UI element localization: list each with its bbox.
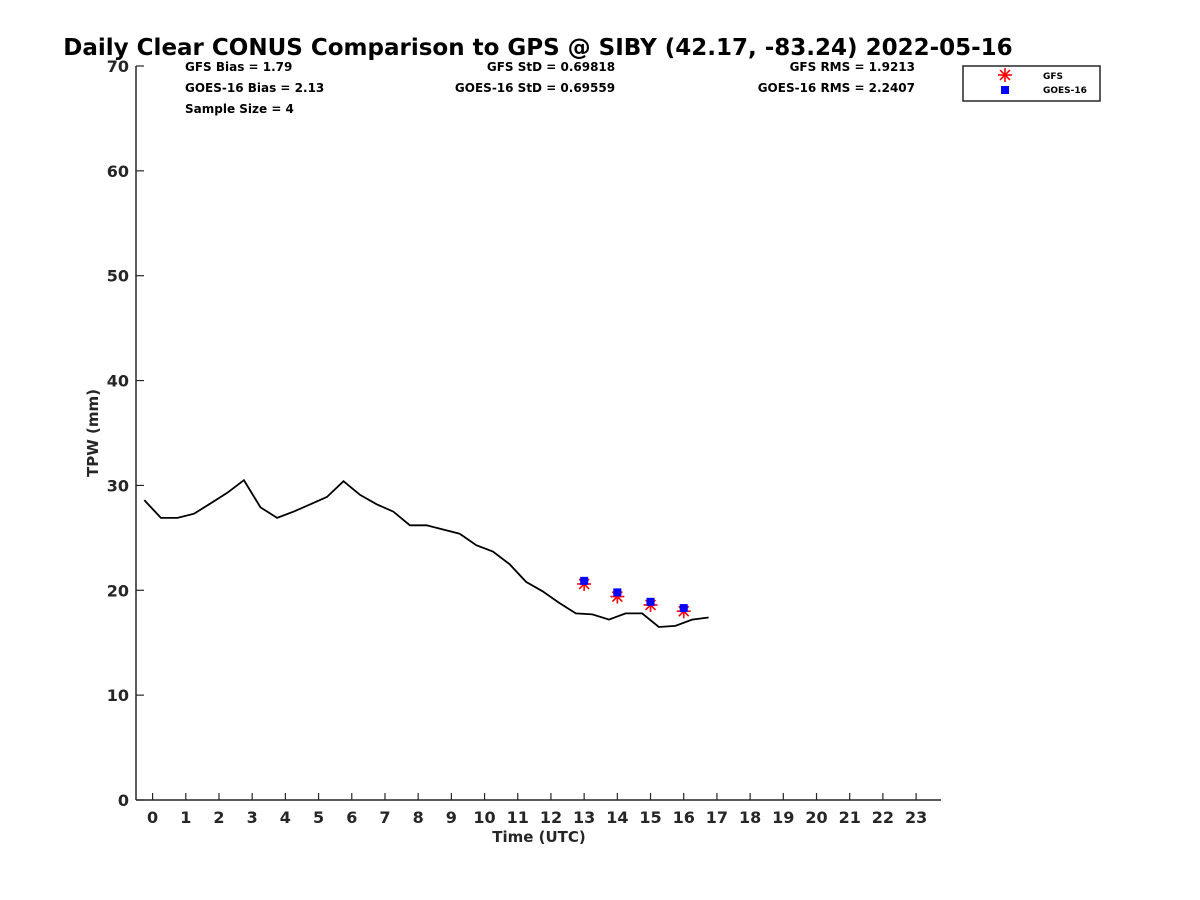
goes-bias-text: GOES-16 Bias = 2.13 xyxy=(185,81,324,95)
x-tick-label: 6 xyxy=(346,808,357,827)
goes-point xyxy=(679,604,688,613)
goes-point xyxy=(580,576,589,585)
y-tick-label: 50 xyxy=(107,267,129,286)
x-tick-label: 14 xyxy=(606,808,628,827)
x-axis-ticks: 0 1 2 3 4 5 6 7 8 9 10 11 12 13 14 15 16 17 18 19 20 21 22 23 xyxy=(147,793,927,827)
goes-rms-text: GOES-16 RMS = 2.2407 xyxy=(758,81,915,95)
y-tick-label: 0 xyxy=(118,791,129,810)
y-axis-ticks: 0 10 20 30 40 50 60 70 xyxy=(107,57,144,810)
y-tick-label: 30 xyxy=(107,476,129,495)
goes-point xyxy=(613,588,622,597)
x-tick-label: 2 xyxy=(213,808,224,827)
legend-gfs-marker xyxy=(998,68,1012,82)
gfs-rms-text: GFS RMS = 1.9213 xyxy=(790,60,915,74)
gfs-std-text: GFS StD = 0.69818 xyxy=(487,60,615,74)
x-tick-label: 3 xyxy=(247,808,258,827)
x-tick-label: 9 xyxy=(446,808,457,827)
legend-goes-label: GOES-16 xyxy=(1043,86,1087,96)
plot-area xyxy=(143,478,709,628)
x-tick-label: 7 xyxy=(379,808,390,827)
x-tick-label: 10 xyxy=(473,808,495,827)
x-tick-label: 0 xyxy=(147,808,158,827)
legend: GFS GOES-16 xyxy=(962,65,1101,102)
legend-box xyxy=(962,65,1101,102)
sample-size-text: Sample Size = 4 xyxy=(185,102,294,116)
y-tick-label: 20 xyxy=(107,581,129,600)
y-tick-label: 40 xyxy=(107,372,129,391)
x-tick-label: 23 xyxy=(905,808,927,827)
gfs-bias-text: GFS Bias = 1.79 xyxy=(185,60,292,74)
x-tick-label: 8 xyxy=(413,808,424,827)
x-tick-label: 1 xyxy=(180,808,191,827)
x-tick-label: 18 xyxy=(739,808,761,827)
x-tick-label: 16 xyxy=(673,808,695,827)
goes-point xyxy=(646,597,655,606)
x-tick-label: 15 xyxy=(639,808,661,827)
y-tick-label: 10 xyxy=(107,686,129,705)
axes xyxy=(135,66,941,801)
gps-series-line xyxy=(143,478,709,628)
x-tick-label: 4 xyxy=(280,808,291,827)
stats-annotations: GFS Bias = 1.79 GOES-16 Bias = 2.13 Samp… xyxy=(185,60,915,116)
x-axis-label: Time (UTC) xyxy=(492,828,586,846)
y-tick-label: 70 xyxy=(107,57,129,76)
legend-gfs-label: GFS xyxy=(1043,72,1063,82)
x-tick-label: 12 xyxy=(540,808,562,827)
x-tick-label: 20 xyxy=(805,808,827,827)
goes-std-text: GOES-16 StD = 0.69559 xyxy=(455,81,615,95)
y-axis-label: TPW (mm) xyxy=(84,389,102,477)
legend-goes-marker xyxy=(1001,86,1009,94)
x-tick-label: 13 xyxy=(573,808,595,827)
x-tick-label: 21 xyxy=(839,808,861,827)
x-tick-label: 17 xyxy=(706,808,728,827)
x-tick-label: 11 xyxy=(507,808,529,827)
x-tick-label: 22 xyxy=(872,808,894,827)
x-tick-label: 19 xyxy=(772,808,794,827)
x-tick-label: 5 xyxy=(313,808,324,827)
y-tick-label: 60 xyxy=(107,162,129,181)
legend-gfs-asterisk xyxy=(998,68,1012,82)
chart-title: Daily Clear CONUS Comparison to GPS @ SI… xyxy=(63,35,1012,61)
